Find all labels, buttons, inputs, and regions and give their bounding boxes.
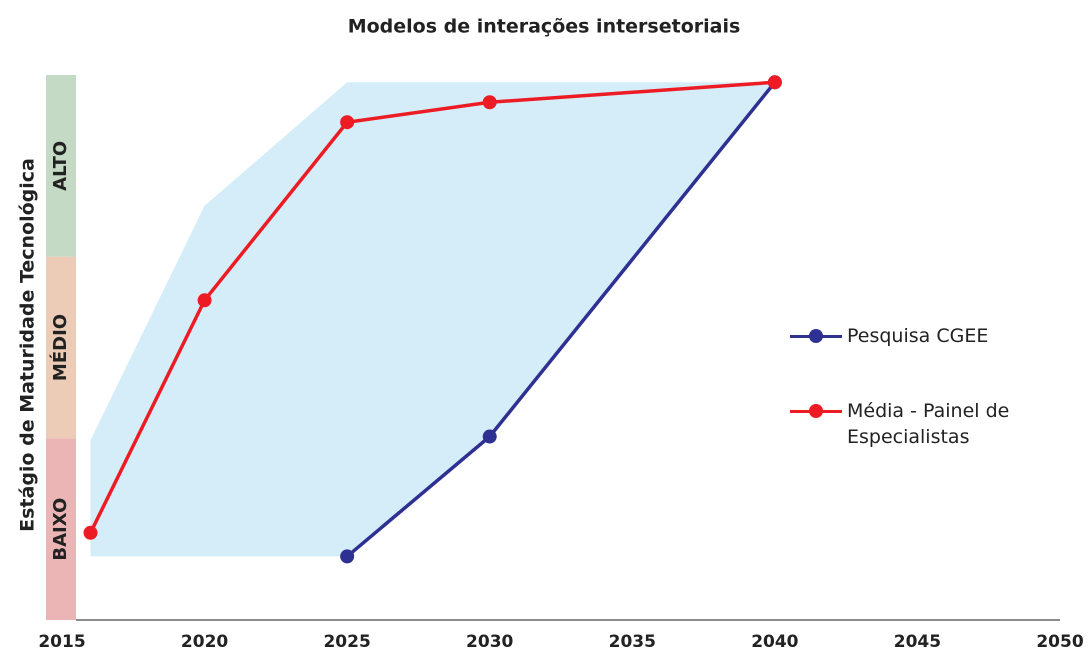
x-tick-label: 2035 [609,632,656,652]
maturity-band [46,75,76,257]
maturity-band [46,438,76,620]
band-label: ALTO [50,141,71,191]
legend-label: Média - Painel de Especialistas [847,400,1010,448]
chart-title: Modelos de interações intersetoriais [348,16,741,38]
x-tick-label: 2015 [38,632,85,652]
x-tick-label: 2025 [323,632,370,652]
x-tick-label: 2050 [1036,632,1083,652]
legend-label: Pesquisa CGEE [847,325,989,347]
series-marker [340,115,355,130]
maturity-band [46,256,76,439]
x-tick-label: 2040 [751,632,798,652]
series-marker [197,293,212,308]
band-label: MÉDIO [49,314,71,381]
series-marker [340,549,355,564]
legend-marker [809,329,823,343]
legend-item: Média - Painel de Especialistas [790,398,1050,450]
x-tick-label: 2045 [894,632,941,652]
x-tick-label: 2030 [466,632,513,652]
legend-item: Pesquisa CGEE [790,323,1050,349]
series-marker [482,429,497,444]
band-label: BAIXO [50,498,71,561]
envelope-area [90,82,775,557]
y-axis-label: Estágio de Maturidade Tecnológica [17,158,39,532]
series-marker [767,75,782,90]
legend-marker [809,404,823,418]
x-tick-label: 2020 [181,632,228,652]
series-marker [83,525,98,540]
series-marker [482,95,497,110]
